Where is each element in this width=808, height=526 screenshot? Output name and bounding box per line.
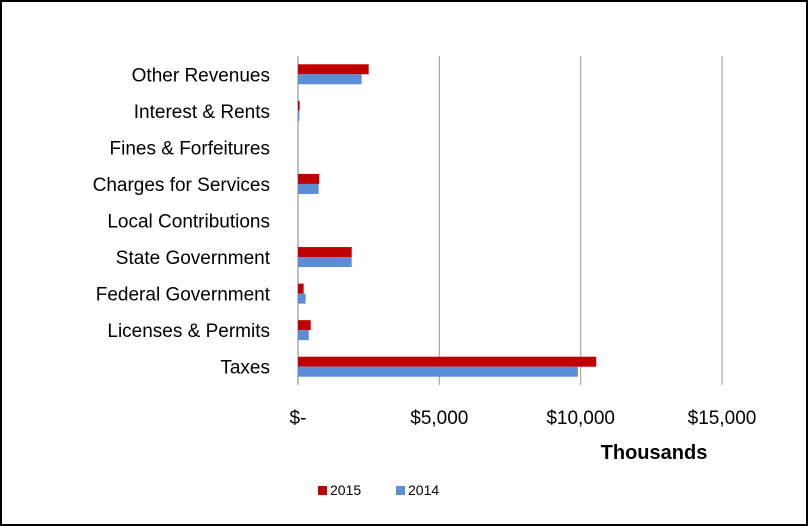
legend-label-2014: 2014 xyxy=(408,482,439,498)
category-label: Other Revenues xyxy=(132,65,270,86)
bar-2015 xyxy=(298,356,597,367)
x-tick-label: $- xyxy=(290,408,307,429)
category-label: Interest & Rents xyxy=(134,102,270,123)
legend-swatch-2015 xyxy=(318,486,327,495)
legend-label-2015: 2015 xyxy=(330,482,361,498)
bar-2015 xyxy=(298,100,300,111)
legend: 2015 2014 xyxy=(318,482,439,498)
x-tick-labels: $- $5,000 $10,000 $15,000 xyxy=(290,408,757,429)
bars xyxy=(298,64,597,377)
category-label: Charges for Services xyxy=(93,175,270,196)
bar-2014 xyxy=(298,330,309,341)
x-axis-units-label: Thousands xyxy=(601,442,708,464)
bar-2015 xyxy=(298,283,304,294)
category-label: Fines & Forfeitures xyxy=(110,138,271,159)
bar-2015 xyxy=(298,173,320,184)
category-label: Federal Government xyxy=(96,285,271,306)
category-label: State Government xyxy=(116,248,271,269)
category-label: Licenses & Permits xyxy=(107,321,270,342)
bar-2014 xyxy=(298,110,300,121)
bar-2015 xyxy=(298,64,369,75)
bar-2014 xyxy=(298,366,578,377)
x-tick-label: $10,000 xyxy=(546,408,615,429)
category-label: Taxes xyxy=(220,358,270,379)
bar-2014 xyxy=(298,293,306,304)
bar-2015 xyxy=(298,247,352,258)
legend-swatch-2014 xyxy=(396,486,405,495)
category-label: Local Contributions xyxy=(107,212,270,233)
x-tick-label: $15,000 xyxy=(688,408,757,429)
bar-2014 xyxy=(298,74,362,85)
gridlines xyxy=(438,56,723,385)
bar-2015 xyxy=(298,320,311,331)
category-labels: Taxes Licenses & Permits Federal Governmen… xyxy=(93,65,271,378)
x-tick-label: $5,000 xyxy=(410,408,468,429)
bar-2014 xyxy=(298,183,319,194)
bar-2014 xyxy=(298,257,352,268)
